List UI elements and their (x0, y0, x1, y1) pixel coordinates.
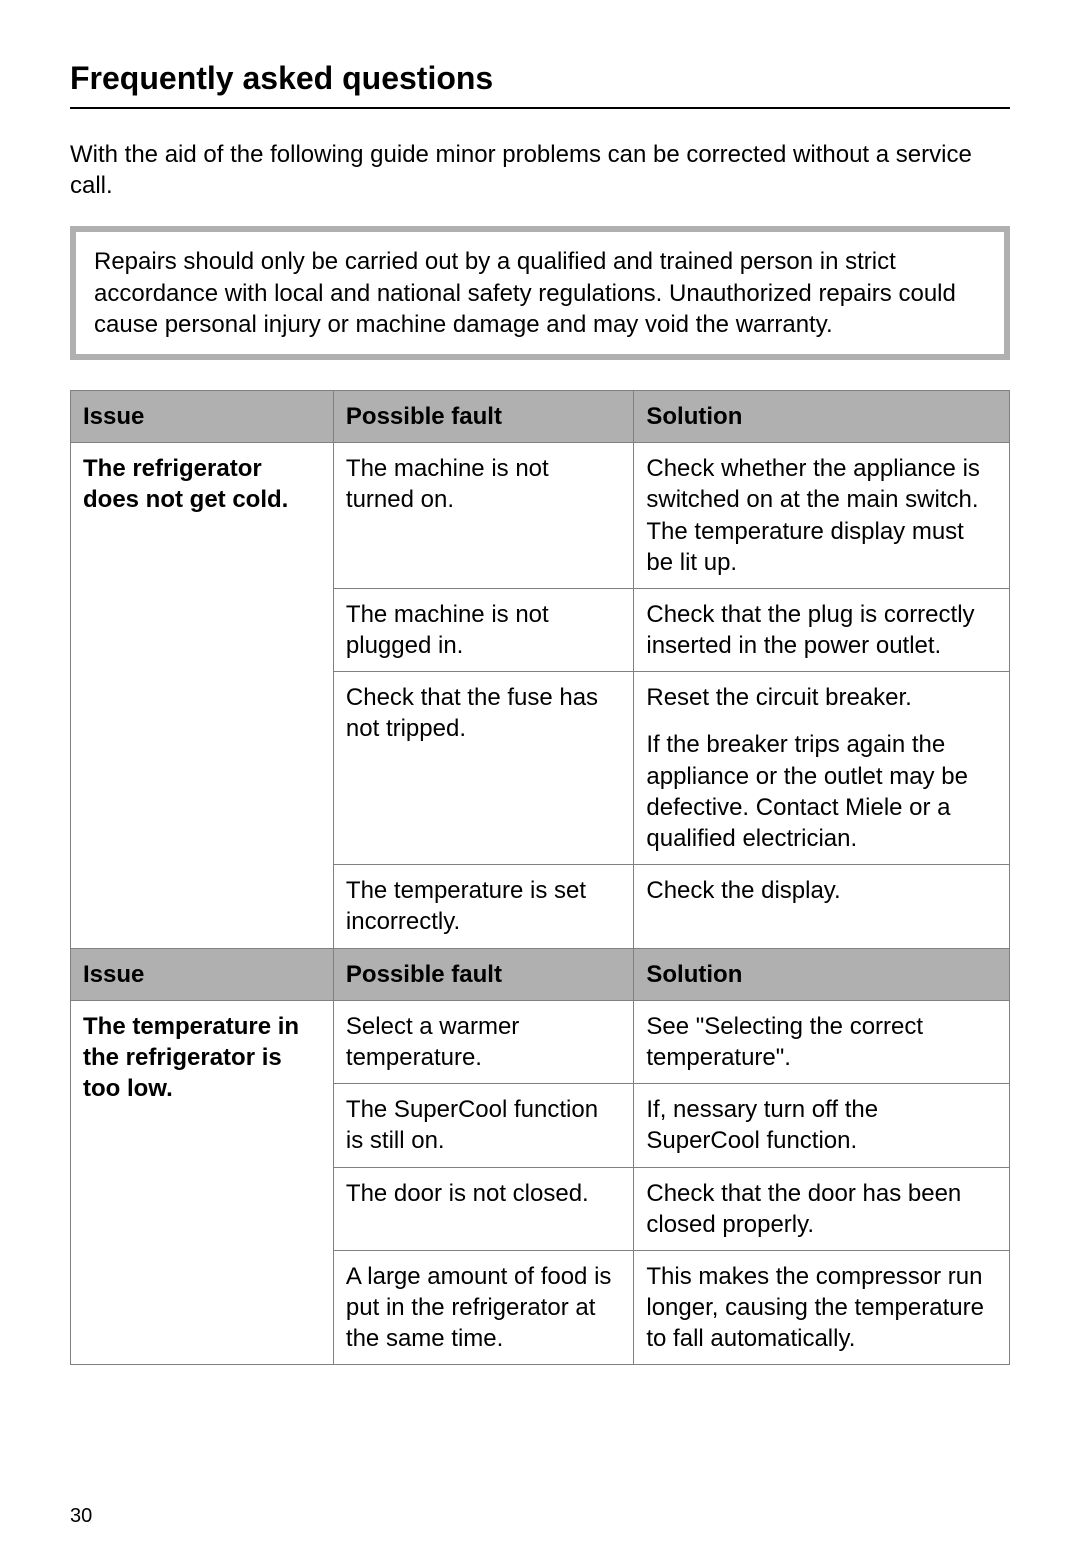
page-title: Frequently asked questions (70, 60, 1010, 109)
issue-cell: The refrigerator does not get cold. (71, 443, 334, 948)
header-solution: Solution (634, 390, 1010, 442)
solution-cell: Check that the door has been closed prop… (634, 1167, 1010, 1250)
fault-cell: The door is not closed. (333, 1167, 633, 1250)
fault-cell: A large amount of food is put in the ref… (333, 1250, 633, 1365)
fault-cell: Select a warmer temperature. (333, 1000, 633, 1083)
solution-cell: If, nessary turn off the SuperCool funct… (634, 1084, 1010, 1167)
solution-p2: If the breaker trips again the appliance… (646, 729, 997, 854)
warning-box: Repairs should only be carried out by a … (70, 226, 1010, 360)
header-fault: Possible fault (333, 390, 633, 442)
table-row: The temperature in the refrigerator is t… (71, 1000, 1010, 1083)
solution-p1: Reset the circuit breaker. (646, 682, 997, 713)
table-header-row: Issue Possible fault Solution (71, 390, 1010, 442)
solution-cell: See "Selecting the correct temperature". (634, 1000, 1010, 1083)
header-issue: Issue (71, 948, 334, 1000)
faq-table: Issue Possible fault Solution The refrig… (70, 390, 1010, 1366)
solution-cell: Check that the plug is correctly inserte… (634, 588, 1010, 671)
fault-cell: The SuperCool function is still on. (333, 1084, 633, 1167)
table-row: The refrigerator does not get cold. The … (71, 443, 1010, 589)
fault-cell: Check that the fuse has not tripped. (333, 672, 633, 865)
table-header-row: Issue Possible fault Solution (71, 948, 1010, 1000)
issue-cell: The temperature in the refrigerator is t… (71, 1000, 334, 1365)
fault-cell: The machine is not plugged in. (333, 588, 633, 671)
solution-cell: This makes the compressor run longer, ca… (634, 1250, 1010, 1365)
fault-cell: The temperature is set incorrectly. (333, 865, 633, 948)
solution-cell: Check whether the appliance is switched … (634, 443, 1010, 589)
solution-cell: Check the display. (634, 865, 1010, 948)
solution-cell: Reset the circuit breaker. If the breake… (634, 672, 1010, 865)
page-number: 30 (70, 1505, 1010, 1528)
header-fault: Possible fault (333, 948, 633, 1000)
intro-text: With the aid of the following guide mino… (70, 139, 1010, 201)
fault-cell: The machine is not turned on. (333, 443, 633, 589)
header-solution: Solution (634, 948, 1010, 1000)
header-issue: Issue (71, 390, 334, 442)
